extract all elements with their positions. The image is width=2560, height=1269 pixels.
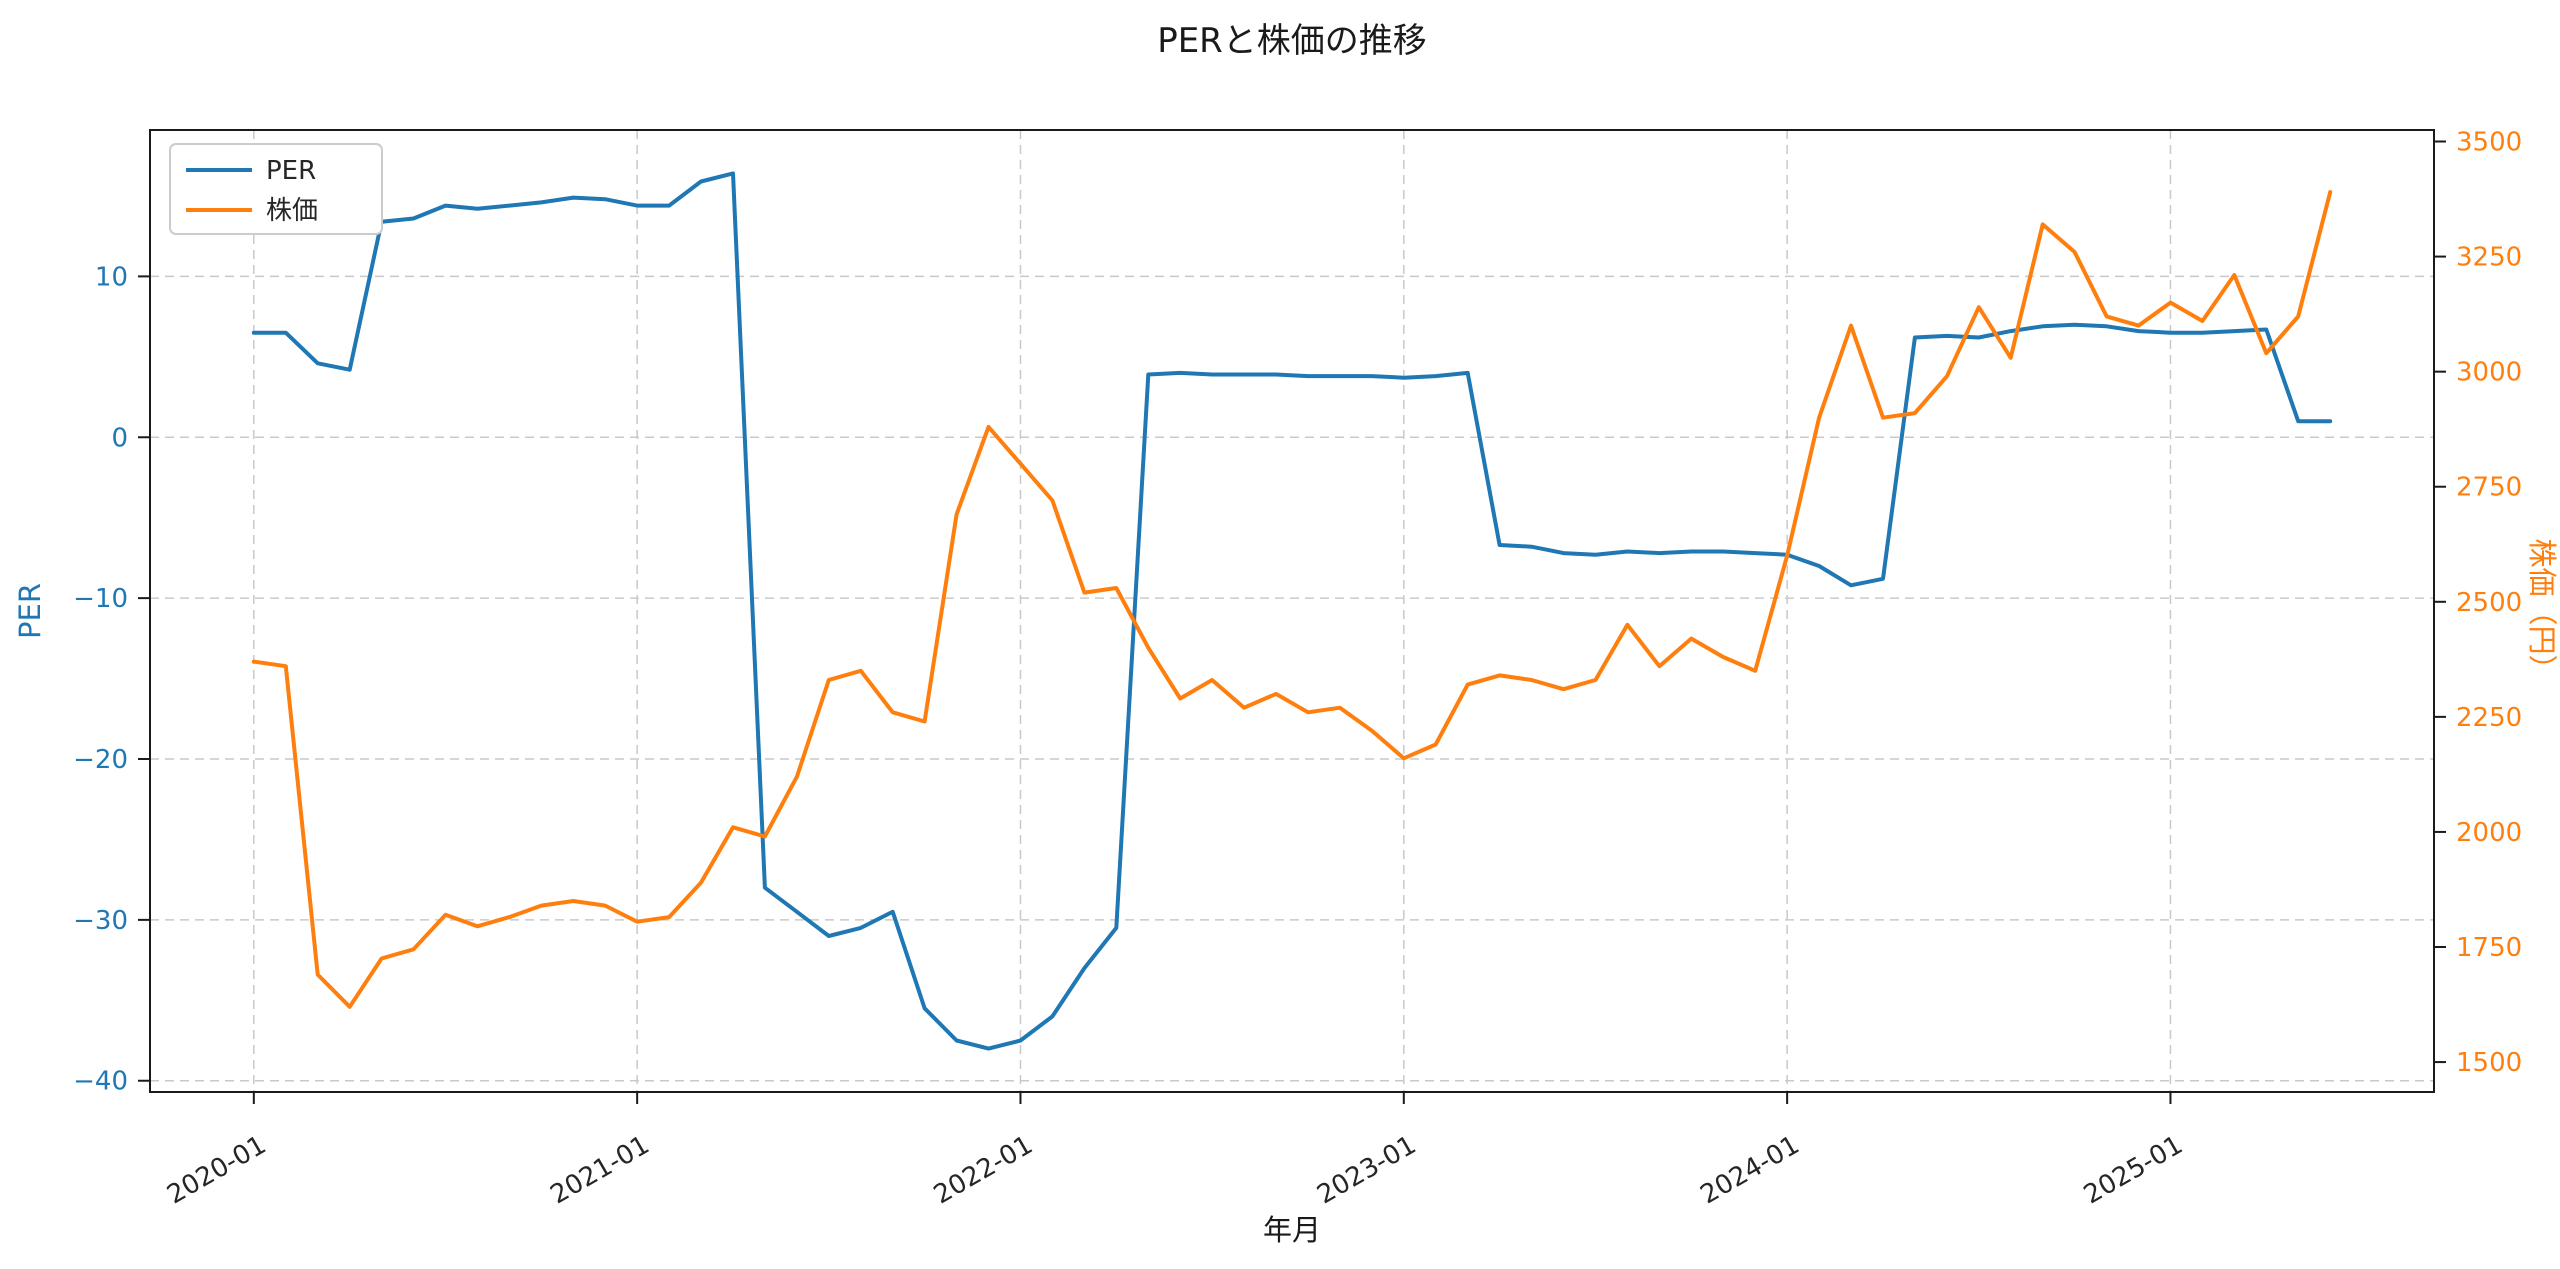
legend-label: 株価 [266,196,318,226]
x-tick-label: 2022-01 [929,1130,1038,1210]
series-line-per [251,171,2333,1051]
x-tick-label: 2021-01 [546,1130,655,1210]
left-axis-label: PER [13,583,47,639]
legend: PER 株価 [169,143,383,235]
data-series [251,171,2333,1051]
gridlines [150,130,2434,1092]
left-tick-label: 0 [111,423,128,453]
left-tick-label: −20 [73,745,128,775]
x-tick-label: 2024-01 [1696,1130,1805,1210]
series-line-price [251,190,2333,1009]
right-tick-label: 1750 [2456,933,2522,963]
x-tick-label: 2023-01 [1312,1130,1421,1210]
right-axis-label: 株価（円） [2525,538,2559,683]
left-axis-ticks: 10 0 −10 −20 −30 −40 [73,262,150,1097]
left-tick-label: −10 [73,584,128,614]
left-tick-label: −30 [73,906,128,936]
x-axis-label: 年月 [1263,1213,1321,1247]
right-tick-label: 3000 [2456,358,2522,388]
right-tick-label: 2500 [2456,588,2522,618]
right-tick-label: 3250 [2456,243,2522,273]
right-tick-label: 2000 [2456,818,2522,848]
left-tick-label: −40 [73,1067,128,1097]
right-axis-ticks: 3500 3250 3000 2750 2500 2250 2000 1750 1500 [2434,128,2522,1078]
x-axis-ticks: 2020-01 2021-01 2022-01 2023-01 2024-01 2025-… [162,1092,2188,1210]
right-tick-label: 3500 [2456,128,2522,158]
plot-area-border [149,129,2435,1093]
right-tick-label: 2250 [2456,703,2522,733]
chart-title: PERと株価の推移 [1157,21,1427,61]
right-tick-label: 2750 [2456,473,2522,503]
legend-label: PER [266,156,316,186]
right-tick-label: 1500 [2456,1048,2522,1078]
left-tick-label: 10 [95,262,128,292]
x-tick-label: 2025-01 [2079,1130,2188,1210]
x-tick-label: 2020-01 [162,1130,271,1210]
